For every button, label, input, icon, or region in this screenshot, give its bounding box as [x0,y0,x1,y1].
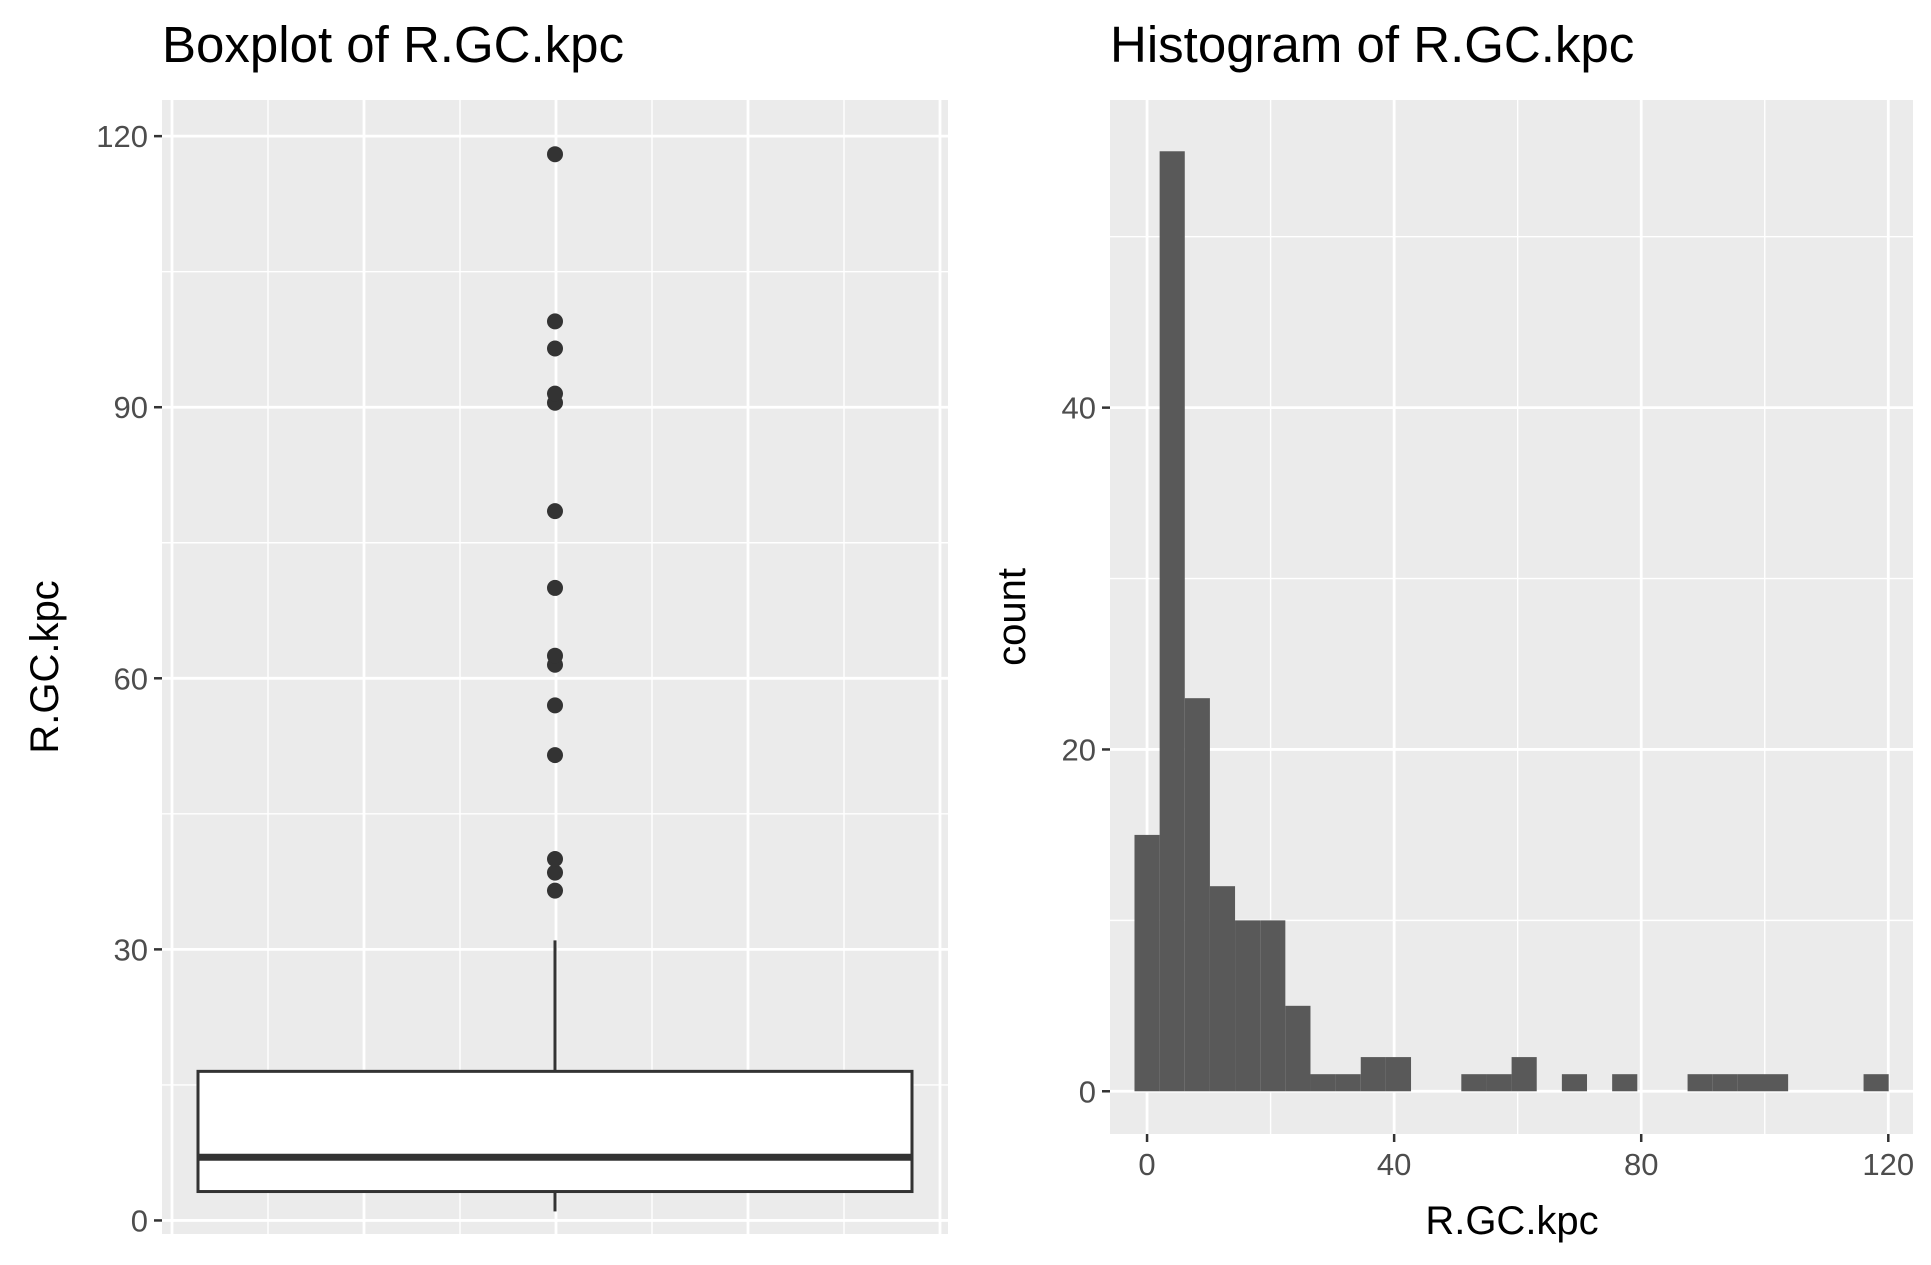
histogram-bar [1134,834,1160,1092]
histogram-bar [1209,886,1236,1092]
histogram-bar [1486,1074,1512,1092]
histogram-y-tick-label: 0 [1079,1074,1096,1109]
histogram-bar [1863,1074,1889,1092]
histogram-y-tick-label: 20 [1062,732,1096,767]
histogram-y-tick-label: 40 [1062,391,1096,426]
boxplot-outlier-point [547,851,563,868]
boxplot-y-axis: 0 30 60 90 120 [96,119,162,1238]
histogram-bar [1335,1074,1361,1092]
boxplot-outlier-point [547,146,563,163]
histogram-x-label: R.GC.kpc [1425,1199,1598,1243]
boxplot-outlier-point [547,747,563,764]
histogram-bar [1310,1074,1336,1092]
histogram-bar [1461,1074,1487,1092]
boxplot-outlier-point [547,864,563,881]
histogram-bar [1385,1057,1412,1092]
boxplot-y-tick-label: 120 [96,119,148,154]
boxplot-title: Boxplot of R.GC.kpc [162,16,624,73]
boxplot-outlier-point [547,313,563,330]
histogram-bars [1134,151,1889,1092]
histogram-bar [1561,1074,1588,1092]
boxplot-outlier-point [547,579,563,596]
histogram-bar [1612,1074,1638,1092]
histogram-x-tick-label: 0 [1138,1147,1155,1182]
histogram-bar [1235,920,1261,1092]
boxplot-outlier-point [547,340,563,357]
histogram-x-tick-label: 120 [1862,1147,1914,1182]
histogram-bar [1687,1074,1713,1092]
boxplot-y-tick-label: 60 [114,661,148,696]
boxplot-y-tick-label: 0 [131,1203,148,1238]
boxplot-box [196,1069,914,1194]
boxplot-outlier-point [547,385,563,402]
histogram-bar [1285,1005,1311,1092]
boxplot-y-label: R.GC.kpc [23,580,67,753]
histogram-x-tick-label: 40 [1377,1147,1411,1182]
boxplot-outlier-point [547,697,563,714]
histogram-bar [1511,1057,1537,1092]
boxplot-y-tick-label: 90 [114,390,148,425]
histogram-title: Histogram of R.GC.kpc [1110,16,1634,73]
histogram-bar [1712,1074,1738,1092]
histogram-bar [1737,1074,1763,1092]
boxplot-y-tick-label: 30 [114,932,148,967]
histogram-y-label: count [990,568,1034,666]
histogram-x-tick-label: 80 [1624,1147,1658,1182]
histogram-bar [1762,1074,1789,1092]
boxplot-outlier-point [547,882,563,899]
histogram-bar [1159,151,1185,1092]
boxplot-outlier-point [547,503,563,520]
histogram-bar [1360,1057,1386,1092]
boxplot-outlier-point [547,647,563,664]
boxplot-marks [196,146,914,1212]
histogram-bar [1184,698,1210,1092]
histogram-axes: 0 40 80 120 0 20 40 [1062,391,1915,1182]
histogram-bar [1260,920,1286,1092]
